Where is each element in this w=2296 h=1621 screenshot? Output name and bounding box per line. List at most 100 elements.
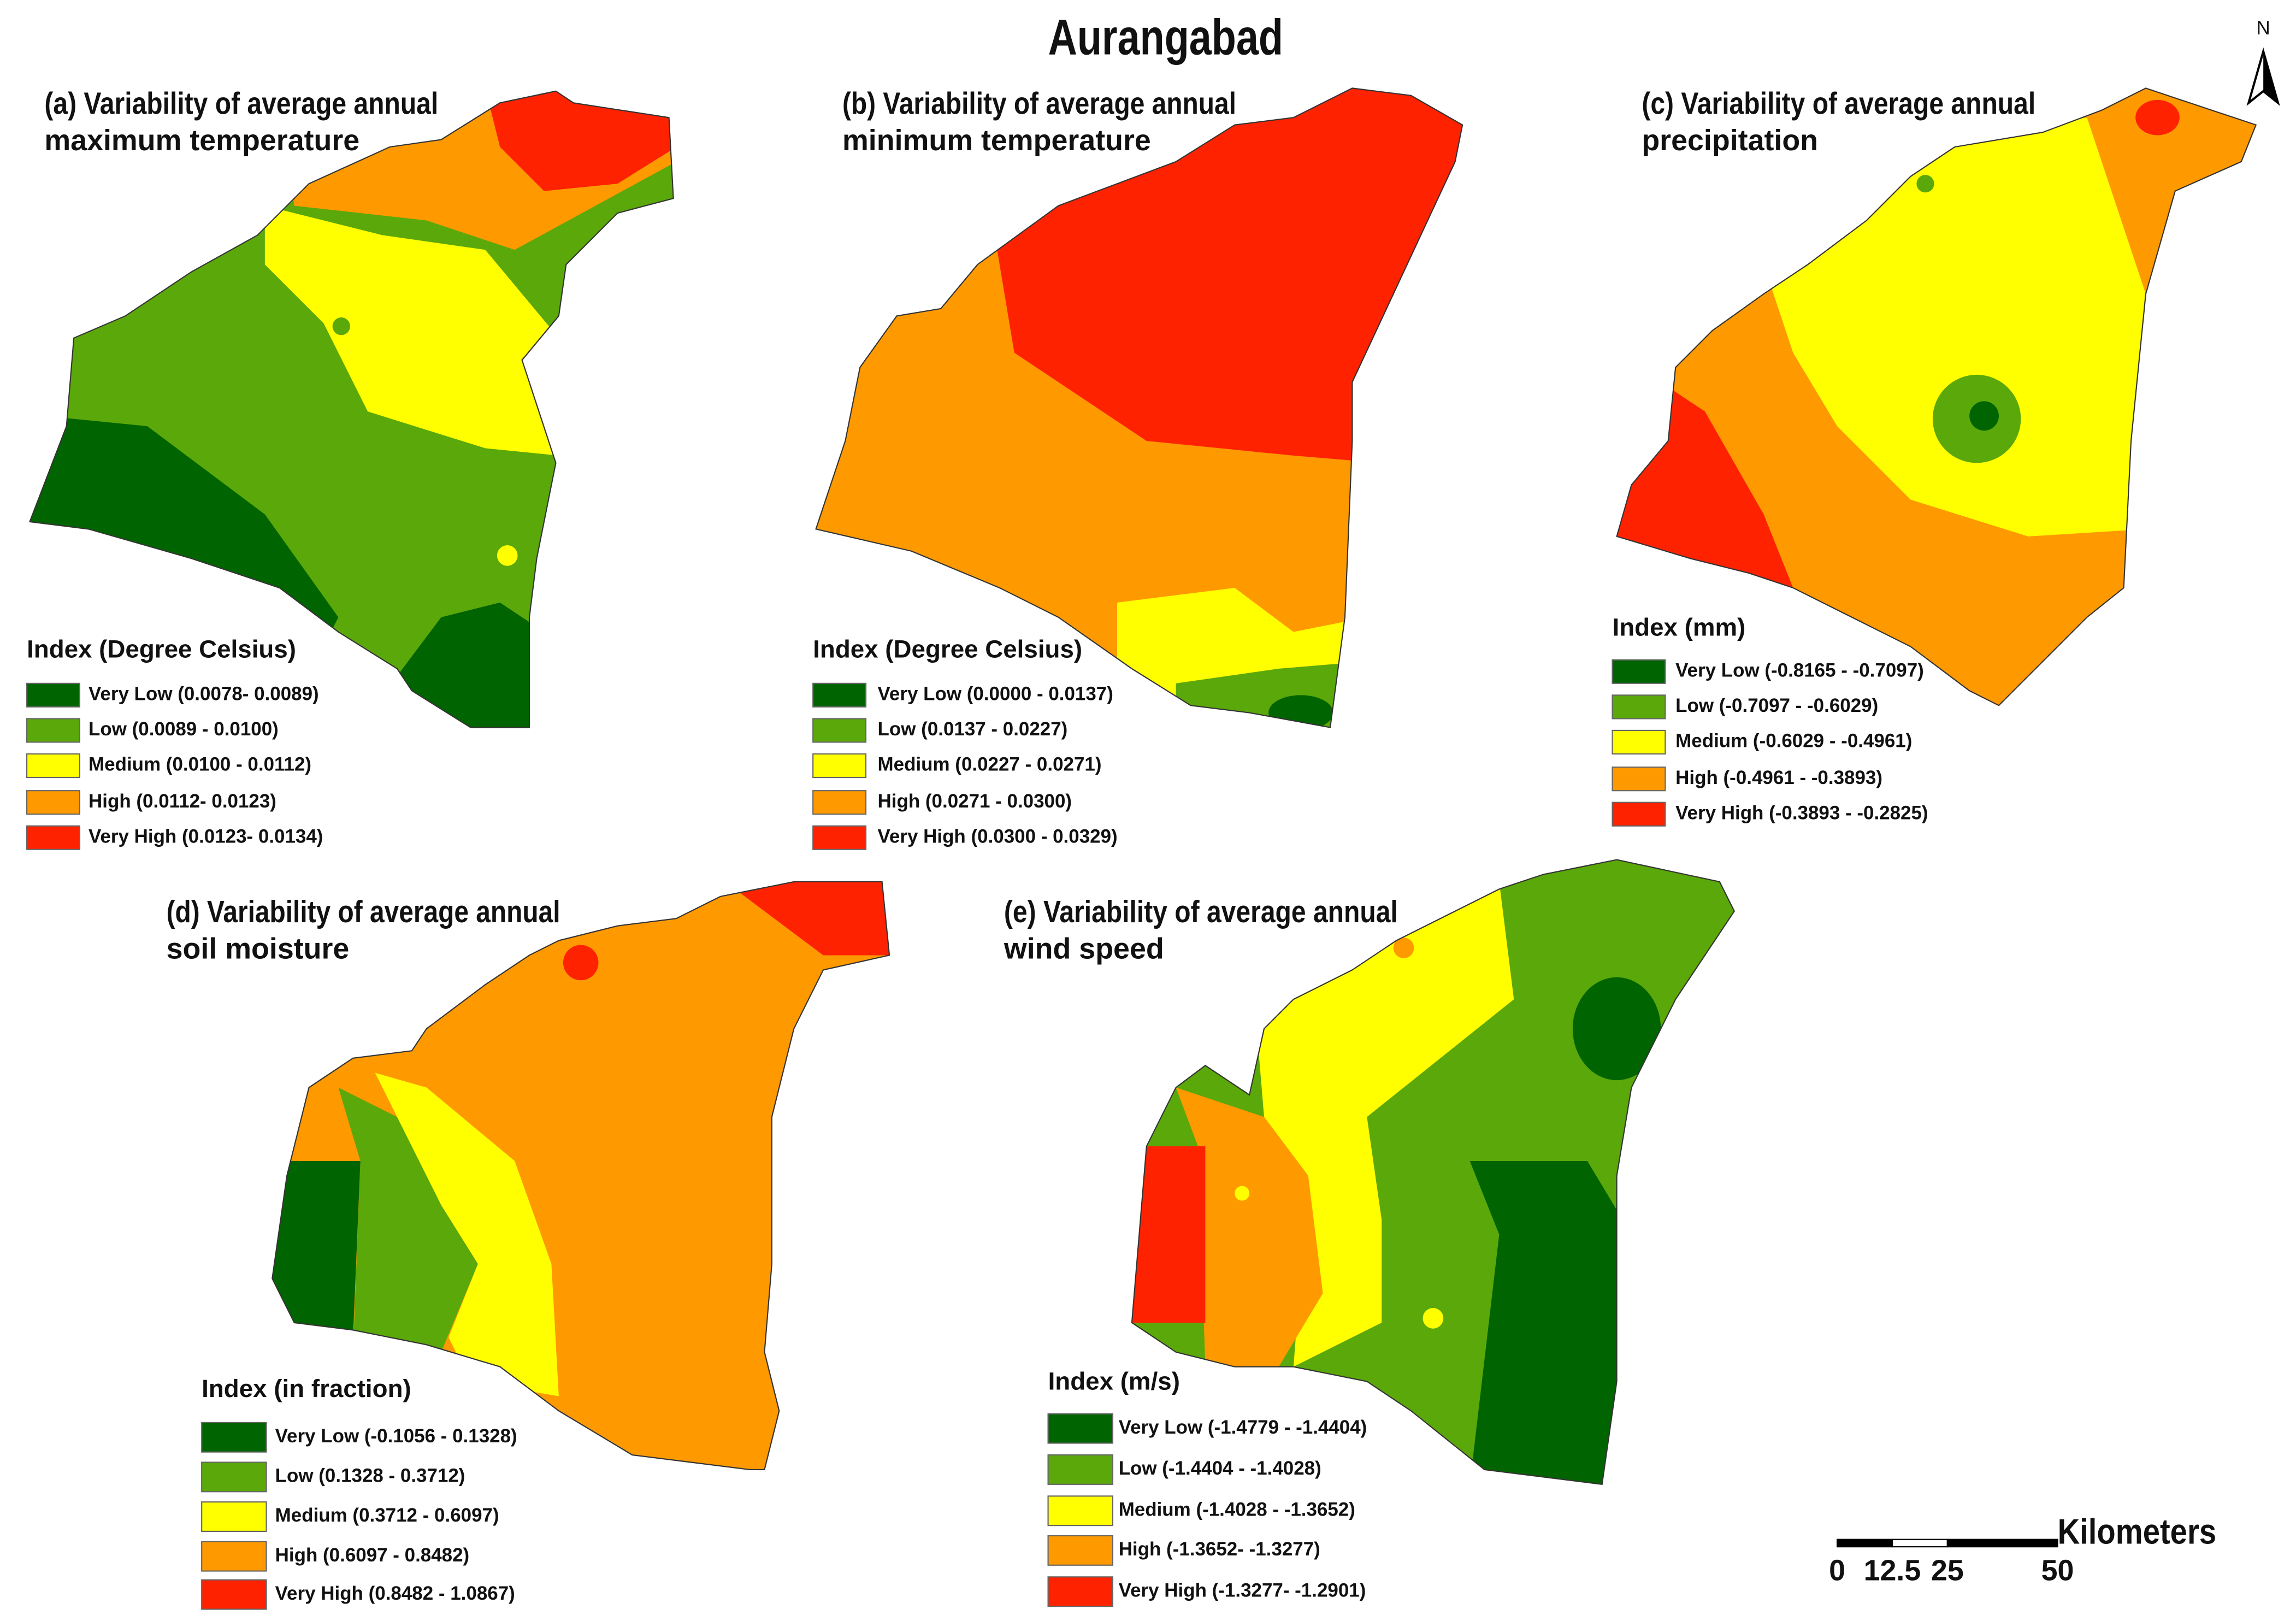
legend-swatch [1047,1495,1114,1526]
scale-label: 12.5 [1864,1554,1921,1587]
district-outline [1131,859,1736,1486]
legend-swatch [1612,694,1666,720]
legend-label: Medium (0.3712 - 0.6097) [275,1505,499,1526]
legend-label: Very Low (0.0078- 0.0089) [88,683,319,705]
legend-swatch [1612,801,1666,827]
zone [272,1161,361,1337]
legend-swatch [812,825,867,850]
legend-swatch [26,825,80,850]
legend-swatch [26,682,80,708]
scale-label: 25 [1931,1554,1964,1587]
zone [1176,1087,1323,1367]
legend-swatch [201,1541,267,1572]
legend-swatch [201,1461,267,1493]
panel-title: wind speed [1004,933,1164,965]
north-arrow-fill [2263,51,2279,103]
zone [1235,1186,1250,1201]
panel-title: precipitation [1642,124,1818,157]
legend-label: Low (0.0089 - 0.0100) [88,718,279,740]
panel-title: soil moisture [167,933,350,965]
zone [1393,938,1414,958]
legend-label: High (0.0112- 0.0123) [88,791,276,812]
legend-label: Very High (-0.3893 - -0.2825) [1675,802,1928,823]
legend-label: Very High (0.0300 - 0.0329) [878,826,1118,847]
map-e [1131,859,1734,1484]
zone [338,1087,478,1352]
district-outline [815,87,1463,728]
scale-segment [1891,1539,1948,1548]
panel-title: maximum temperature [44,124,359,157]
legend-label: Medium (0.0100 - 0.0112) [88,754,311,775]
zone [563,945,599,981]
legend-label: Medium (0.0227 - 0.0271) [878,754,1102,775]
legend-label: High (0.0271 - 0.0300) [878,791,1072,812]
legend-swatch [1047,1413,1114,1444]
panel-title: (a) Variability of average annual [44,86,438,121]
zone [332,317,350,335]
panel-title: minimum temperature [842,124,1151,157]
legend-title: Index (Degree Celsius) [27,635,296,663]
scale-unit: Kilometers [2058,1512,2217,1551]
legend-label: High (-1.3652- -1.3277) [1119,1539,1320,1560]
north-label: N [2257,17,2270,39]
legend-label: Low (-1.4404 - -1.4028) [1119,1458,1321,1479]
legend-label: High (0.6097 - 0.8482) [275,1545,470,1566]
legend-swatch [201,1501,267,1532]
zone [2135,99,2180,135]
legend-swatch [26,790,80,815]
zone [1131,1146,1206,1323]
legend-label: Low (0.1328 - 0.3712) [275,1465,465,1487]
legend-label: Medium (-0.6029 - -0.4961) [1675,730,1912,752]
panel-title: (b) Variability of average annual [842,86,1236,121]
legend-label: Very Low (-1.4779 - -1.4404) [1119,1417,1367,1438]
zone [397,602,544,728]
legend-swatch [201,1579,267,1610]
figure-title: Aurangabad [1048,9,1283,65]
zone [264,205,559,456]
scale-label: 50 [2041,1554,2074,1587]
legend-title: Index (m/s) [1048,1367,1180,1395]
zone [1969,401,1999,431]
zone [375,1072,559,1396]
panel-title: (e) Variability of average annual [1004,894,1398,929]
legend-label: Very Low (-0.8165 - -0.7097) [1675,660,1924,681]
legend-swatch [1047,1576,1114,1607]
zone [1572,977,1661,1081]
legend-label: Very High (0.0123- 0.0134) [88,826,323,847]
legend-label: Very High (0.8482 - 1.0867) [275,1583,515,1604]
scale-segment [1946,1539,2058,1548]
legend-label: Low (-0.7097 - -0.6029) [1675,695,1878,716]
district-outline [271,881,890,1471]
zone [1469,1161,1632,1484]
legend-title: Index (mm) [1613,613,1746,641]
legend-swatch [812,718,867,743]
legend-label: Very Low (-0.1056 - 0.1328) [275,1425,517,1447]
scale-label: 0 [1829,1554,1845,1587]
legend-swatch [26,753,80,779]
legend-swatch [1612,767,1666,792]
zone [1423,1308,1444,1329]
legend-label: High (-0.4961 - -0.3893) [1675,767,1882,788]
legend-swatch [812,790,867,815]
legend-swatch [1047,1535,1114,1566]
legend-title: Index (in fraction) [202,1375,411,1402]
zone [497,545,518,566]
panel-title: (c) Variability of average annual [1642,86,2035,121]
legend-label: Very Low (0.0000 - 0.0137) [878,683,1113,705]
scale-segment [1837,1539,1893,1548]
legend-swatch [201,1422,267,1453]
legend-label: Low (0.0137 - 0.0227) [878,718,1068,740]
legend-swatch [1047,1454,1114,1485]
zone [1268,695,1333,728]
legend-swatch [812,682,867,708]
legend-swatch [1612,729,1666,755]
legend-swatch [1612,659,1666,684]
district-outline [1616,87,2257,706]
zone [485,91,674,191]
panel-title: (d) Variability of average annual [167,894,560,929]
zone [1916,175,1934,193]
legend-label: Medium (-1.4028 - -1.3652) [1119,1499,1355,1520]
district-outline [28,90,674,728]
